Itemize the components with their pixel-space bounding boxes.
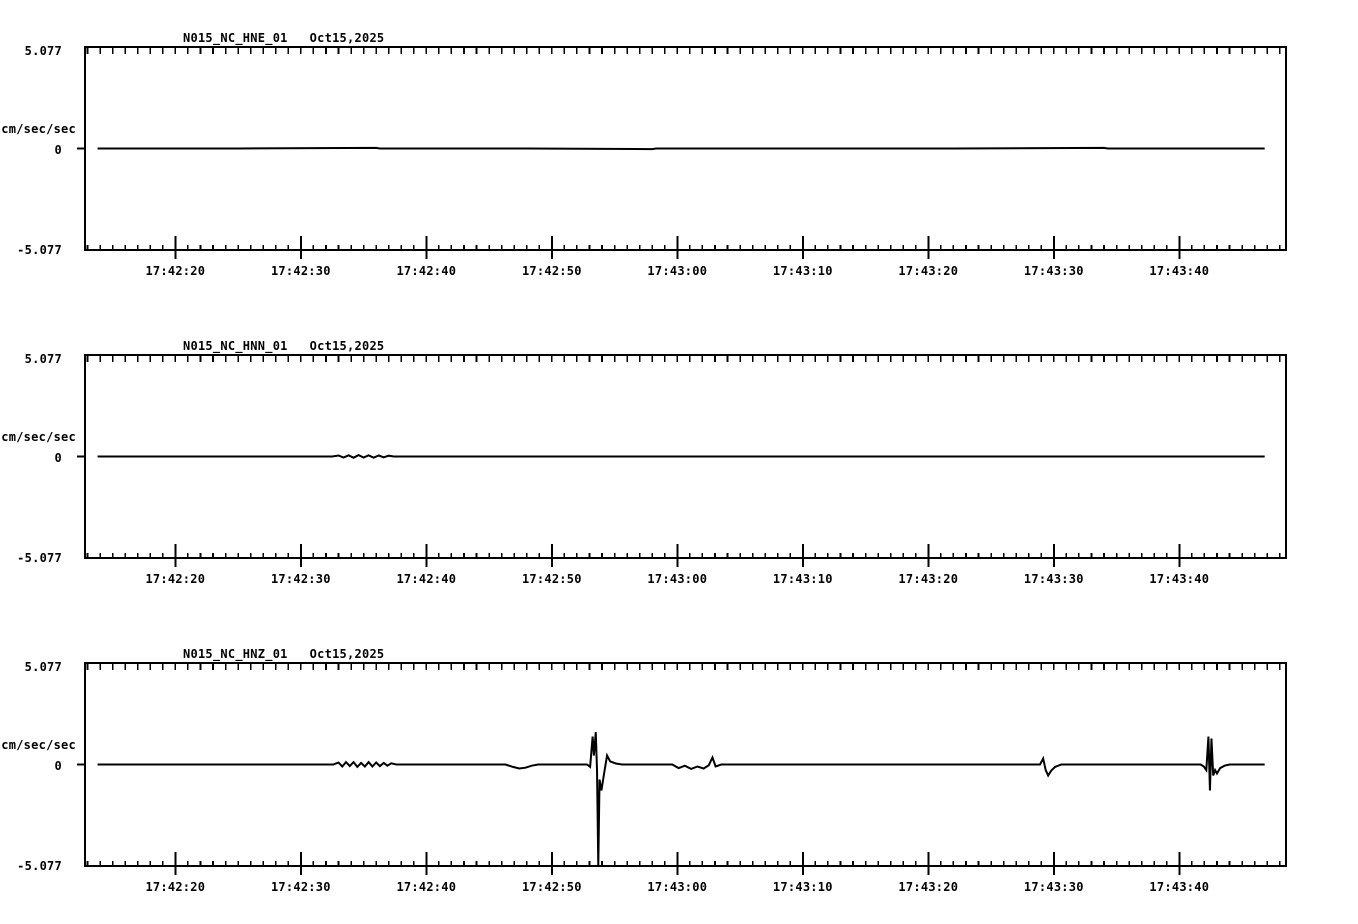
x-tick-label: 17:42:20 xyxy=(145,572,206,586)
x-tick-label: 17:43:30 xyxy=(1023,572,1084,586)
date-label: Oct15,2025 xyxy=(309,647,385,661)
x-tick-label: 17:42:30 xyxy=(270,880,331,894)
x-tick-label: 17:43:30 xyxy=(1023,264,1084,278)
x-tick-label: 17:42:50 xyxy=(521,264,582,278)
station-channel-label: N015_NC_HNZ_01 xyxy=(183,647,288,661)
y-tick-label-max: 5.077 xyxy=(24,352,62,366)
y-axis-unit-label: cm/sec/sec xyxy=(1,738,76,752)
x-tick-label: 17:42:20 xyxy=(145,880,206,894)
station-channel-label: N015_NC_HNE_01 xyxy=(183,31,288,45)
plot-title: N015_NC_HNE_01 Oct15,2025 xyxy=(183,31,384,45)
y-tick-label-max: 5.077 xyxy=(24,44,62,58)
y-tick-label-zero: 0 xyxy=(54,451,62,465)
seismogram-panel-hnn: N015_NC_HNN_01 Oct15,2025 5.077 cm/sec/se… xyxy=(0,308,1358,616)
x-tick-label: 17:43:40 xyxy=(1149,572,1210,586)
y-axis-unit-label: cm/sec/sec xyxy=(1,430,76,444)
x-tick-label: 17:42:20 xyxy=(145,264,206,278)
y-axis-unit-label: cm/sec/sec xyxy=(1,122,76,136)
x-tick-label: 17:43:20 xyxy=(898,264,959,278)
y-tick-label-min: -5.077 xyxy=(17,859,62,873)
x-tick-label: 17:42:30 xyxy=(270,264,331,278)
date-label: Oct15,2025 xyxy=(309,31,385,45)
station-channel-label: N015_NC_HNN_01 xyxy=(183,339,288,353)
x-tick-label: 17:43:10 xyxy=(772,264,833,278)
y-tick-label-zero: 0 xyxy=(54,759,62,773)
y-tick-label-min: -5.077 xyxy=(17,551,62,565)
x-tick-label: 17:42:30 xyxy=(270,572,331,586)
waveform-plot-hne xyxy=(77,46,1287,259)
x-tick-label: 17:42:40 xyxy=(396,880,457,894)
x-tick-label: 17:43:00 xyxy=(647,880,708,894)
x-tick-label: 17:43:00 xyxy=(647,264,708,278)
x-tick-label: 17:43:20 xyxy=(898,572,959,586)
date-label: Oct15,2025 xyxy=(309,339,385,353)
x-tick-label: 17:43:10 xyxy=(772,572,833,586)
x-tick-label: 17:43:40 xyxy=(1149,264,1210,278)
seismogram-panel-hnz: N015_NC_HNZ_01 Oct15,2025 5.077 cm/sec/se… xyxy=(0,616,1358,924)
x-tick-label: 17:42:50 xyxy=(521,880,582,894)
x-tick-label: 17:42:40 xyxy=(396,572,457,586)
plot-title: N015_NC_HNZ_01 Oct15,2025 xyxy=(183,647,384,661)
y-tick-label-min: -5.077 xyxy=(17,243,62,257)
seismogram-panel-hne: N015_NC_HNE_01 Oct15,2025 5.077 cm/sec/se… xyxy=(0,0,1358,308)
y-tick-label-max: 5.077 xyxy=(24,660,62,674)
x-tick-label: 17:43:20 xyxy=(898,880,959,894)
waveform-plot-hnz xyxy=(77,662,1287,875)
x-tick-label: 17:43:00 xyxy=(647,572,708,586)
waveform-plot-hnn xyxy=(77,354,1287,567)
x-tick-label: 17:43:10 xyxy=(772,880,833,894)
plot-title: N015_NC_HNN_01 Oct15,2025 xyxy=(183,339,384,353)
x-tick-label: 17:43:40 xyxy=(1149,880,1210,894)
x-tick-label: 17:43:30 xyxy=(1023,880,1084,894)
x-tick-label: 17:42:50 xyxy=(521,572,582,586)
y-tick-label-zero: 0 xyxy=(54,143,62,157)
x-tick-label: 17:42:40 xyxy=(396,264,457,278)
